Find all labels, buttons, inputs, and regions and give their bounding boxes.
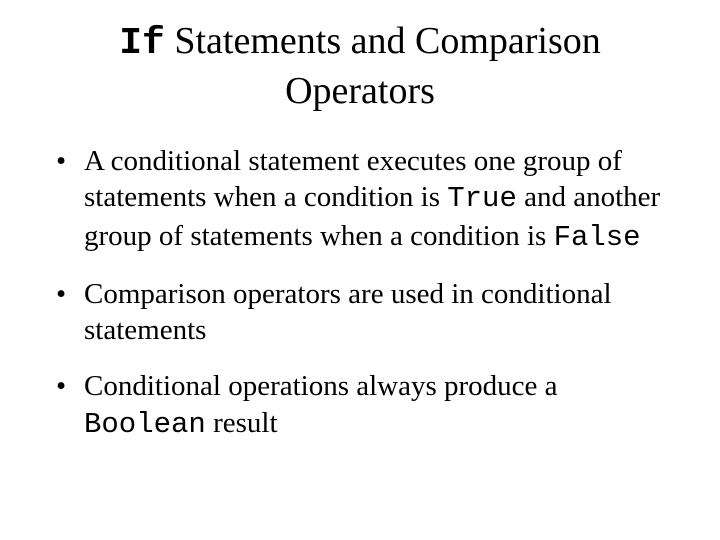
bullet-item: Comparison operators are used in conditi… — [56, 276, 670, 349]
code-run: Boolean — [84, 408, 206, 441]
text-run: result — [206, 407, 278, 439]
code-run: True — [447, 182, 517, 215]
bullet-item: Conditional operations always produce a … — [56, 368, 670, 443]
title-code-word: If — [119, 22, 165, 65]
text-run: Comparison operators are used in conditi… — [84, 278, 612, 346]
title-rest: Statements and Comparison Operators — [165, 20, 601, 112]
bullet-list: A conditional statement executes one gro… — [50, 143, 670, 443]
slide: If Statements and Comparison Operators A… — [0, 0, 720, 540]
code-run: False — [554, 221, 641, 254]
text-run: Conditional operations always produce a — [84, 370, 558, 402]
bullet-item: A conditional statement executes one gro… — [56, 143, 670, 256]
slide-title: If Statements and Comparison Operators — [50, 18, 670, 115]
